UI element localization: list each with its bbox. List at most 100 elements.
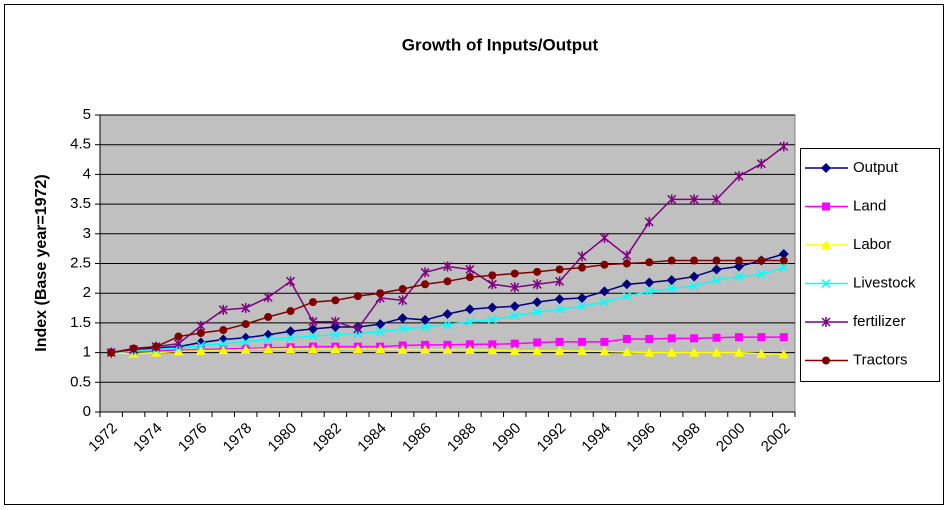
- data-point: [307, 344, 318, 354]
- data-point: [465, 317, 475, 327]
- data-point: [690, 256, 699, 265]
- data-point: [621, 279, 632, 290]
- data-point: [532, 297, 543, 308]
- y-tick-label: 3: [83, 225, 91, 242]
- data-point: [308, 316, 318, 327]
- data-point: [577, 292, 588, 303]
- data-point: [420, 267, 430, 278]
- data-point: [487, 345, 498, 355]
- data-point: [577, 251, 587, 262]
- data-point: [174, 332, 183, 341]
- data-point: [218, 345, 229, 355]
- data-point: [689, 194, 699, 205]
- data-point: [577, 301, 587, 311]
- data-point: [398, 285, 407, 294]
- data-point: [622, 334, 631, 343]
- data-point: [667, 256, 676, 265]
- data-point: [353, 292, 362, 301]
- data-point: [733, 261, 744, 272]
- data-point: [689, 347, 700, 357]
- data-point: [241, 303, 251, 314]
- data-point: [510, 282, 520, 293]
- data-point: [599, 297, 609, 307]
- data-point: [734, 256, 743, 265]
- data-point: [219, 326, 228, 335]
- data-point: [307, 323, 318, 334]
- data-point: [218, 304, 228, 315]
- data-point: [599, 346, 610, 356]
- data-point: [644, 286, 654, 296]
- data-point: [352, 344, 363, 354]
- data-point: [645, 258, 654, 267]
- data-point: [599, 286, 610, 297]
- data-point: [621, 347, 632, 357]
- data-point: [734, 333, 743, 342]
- legend-label: fertilizer: [853, 313, 906, 330]
- data-point: [263, 344, 274, 354]
- legend-label: Livestock: [853, 274, 916, 291]
- legend-label: Labor: [853, 236, 891, 253]
- data-point: [510, 339, 519, 348]
- data-point: [465, 264, 475, 275]
- data-point: [285, 344, 296, 354]
- data-point: [555, 304, 565, 314]
- data-point: [532, 345, 543, 355]
- legend-marker: [821, 317, 831, 327]
- data-point: [645, 334, 654, 343]
- y-tick-label: 1.5: [70, 314, 91, 331]
- y-tick-label: 5: [83, 106, 91, 123]
- legend-box: [800, 148, 940, 382]
- data-point: [554, 294, 565, 305]
- data-point: [600, 260, 609, 269]
- data-point: [241, 320, 250, 329]
- data-point: [443, 277, 452, 286]
- data-point: [286, 333, 296, 343]
- data-point: [667, 194, 677, 205]
- legend-marker: [822, 356, 830, 365]
- legend-marker: [821, 278, 831, 289]
- data-point: [286, 276, 296, 287]
- data-point: [690, 334, 699, 343]
- data-point: [488, 340, 497, 349]
- data-point: [757, 256, 766, 265]
- data-point: [308, 298, 317, 307]
- data-point: [195, 345, 206, 355]
- data-point: [487, 302, 498, 313]
- data-point: [712, 256, 721, 265]
- legend-label: Tractors: [853, 351, 907, 368]
- data-point: [263, 292, 273, 303]
- data-point: [465, 273, 474, 282]
- data-point: [532, 307, 542, 317]
- y-axis-title: Index (Base year=1972): [33, 174, 50, 351]
- data-point: [442, 344, 453, 354]
- data-point: [532, 279, 542, 290]
- data-point: [330, 344, 341, 354]
- data-point: [420, 314, 431, 325]
- data-point: [509, 301, 520, 312]
- data-point: [107, 348, 116, 357]
- data-point: [756, 158, 766, 169]
- data-point: [331, 296, 340, 305]
- data-point: [464, 344, 475, 354]
- data-point: [376, 289, 385, 298]
- data-point: [465, 340, 474, 349]
- data-point: [397, 313, 408, 324]
- data-point: [442, 261, 453, 272]
- data-point: [554, 345, 565, 355]
- data-point: [733, 347, 744, 357]
- data-point: [756, 348, 767, 358]
- legend-label: Output: [853, 159, 899, 176]
- data-point: [600, 337, 609, 346]
- data-point: [398, 324, 408, 334]
- data-point: [756, 269, 766, 279]
- data-point: [666, 275, 677, 286]
- data-point: [398, 295, 408, 306]
- data-point: [442, 308, 453, 319]
- data-point: [779, 263, 789, 273]
- data-point: [667, 283, 677, 293]
- data-point: [644, 216, 654, 227]
- data-point: [711, 347, 722, 357]
- data-point: [778, 349, 789, 359]
- data-point: [241, 337, 251, 347]
